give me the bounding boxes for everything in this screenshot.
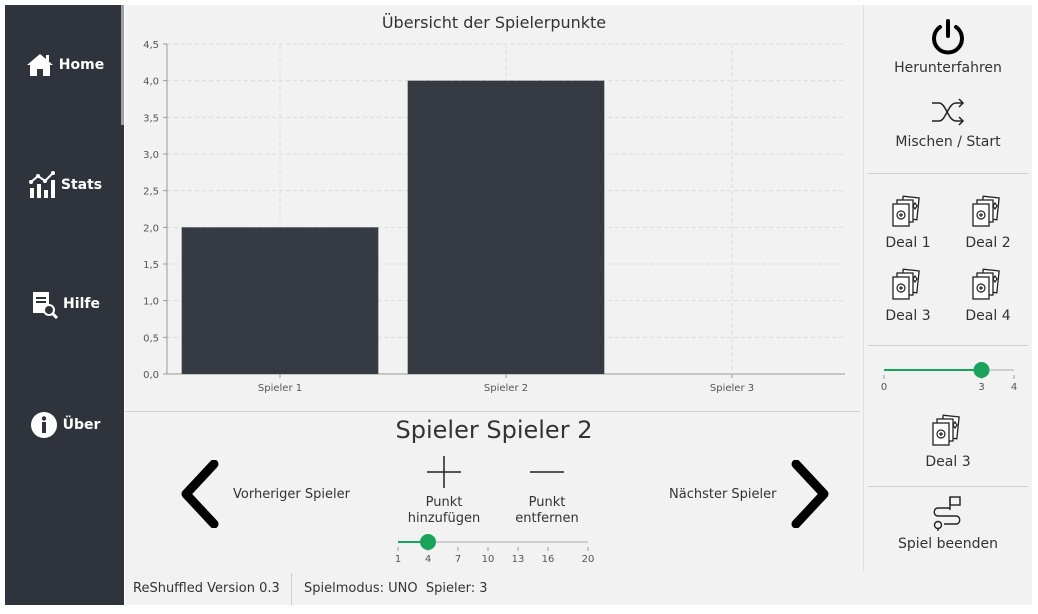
points-chart: 0,0 0,5 1,0 1,5 2,0 2,5 3,0 3,5 4,0 4,5 Spieler 1 S… xyxy=(143,40,845,394)
points-slider[interactable]: 1 4 7 10 13 16 20 xyxy=(390,532,600,568)
route-icon xyxy=(933,496,961,531)
status-separator xyxy=(291,573,292,605)
slider-tick-label: 20 xyxy=(582,554,595,565)
right-separator xyxy=(868,486,1028,487)
y-tick-label: 1,5 xyxy=(143,260,159,271)
y-tick-label: 3,5 xyxy=(143,113,159,124)
deal-button-2[interactable]: Deal 2 xyxy=(948,195,1028,251)
slider-tick-label: 1 xyxy=(395,554,401,565)
previous-player-button[interactable]: Vorheriger Spieler xyxy=(233,487,350,502)
x-tick-label: Spieler 1 xyxy=(258,383,302,394)
deal-label: Deal 1 xyxy=(885,235,931,251)
stats-icon xyxy=(28,171,55,198)
bar-spieler-2 xyxy=(407,80,605,375)
sidebar-item-label: Stats xyxy=(60,177,103,193)
current-deal-label: Deal 3 xyxy=(925,454,971,470)
y-tick-label: 4,5 xyxy=(143,40,159,51)
right-separator xyxy=(868,173,1028,174)
cards-icon xyxy=(932,414,960,446)
cards-icon xyxy=(892,268,920,300)
sidebar-item-stats[interactable]: Stats xyxy=(5,165,124,205)
cards-icon xyxy=(972,195,1000,227)
add-point-label-2: hinzufügen xyxy=(407,511,481,526)
bar-spieler-1 xyxy=(181,227,379,374)
sidebar-item-home[interactable]: Home xyxy=(5,45,124,85)
power-icon xyxy=(932,19,964,55)
deal-label: Deal 4 xyxy=(965,308,1011,324)
player-title: Spieler Spieler 2 xyxy=(395,416,593,444)
slider-tick-label: 4 xyxy=(425,554,431,565)
slider-thumb[interactable] xyxy=(420,534,436,550)
deal-button-3[interactable]: Deal 3 xyxy=(868,268,948,324)
minus-icon xyxy=(530,471,564,473)
deal-label: Deal 3 xyxy=(885,308,931,324)
sidebar-item-ueber[interactable]: Über xyxy=(5,405,124,445)
mode-label: Spielmodus: UNO Spieler: 3 xyxy=(304,581,488,596)
home-icon xyxy=(26,54,53,76)
add-point-button[interactable]: Punkt hinzufügen xyxy=(400,454,488,527)
shuffle-label: Mischen / Start xyxy=(895,134,1001,150)
slider-tick-label: 3 xyxy=(978,382,984,393)
end-game-button[interactable]: Spiel beenden xyxy=(868,494,1028,552)
shutdown-label: Herunterfahren xyxy=(894,60,1002,76)
y-tick-label: 2,0 xyxy=(143,223,159,234)
sidebar-item-label: Home xyxy=(58,57,105,73)
slider-tick-label: 0 xyxy=(881,382,887,393)
y-tick-label: 0,5 xyxy=(143,333,159,344)
x-tick-label: Spieler 2 xyxy=(484,383,528,394)
sidebar-scrollbar[interactable] xyxy=(121,5,124,125)
sidebar: Home Stats Hilfe Über xyxy=(5,5,124,605)
y-tick-label: 3,0 xyxy=(143,150,159,161)
right-panel xyxy=(864,5,1032,572)
cards-icon xyxy=(972,268,1000,300)
next-player-button[interactable]: Nächster Spieler xyxy=(669,487,777,502)
y-tick-label: 4,0 xyxy=(143,77,159,88)
right-separator xyxy=(868,345,1028,346)
y-tick-label: 2,5 xyxy=(143,187,159,198)
shuffle-start-button[interactable]: Mischen / Start xyxy=(868,94,1028,150)
panel-divider xyxy=(863,5,864,572)
remove-point-button[interactable]: Punkt entfernen xyxy=(504,454,590,527)
remove-point-label-1: Punkt xyxy=(528,495,566,510)
sidebar-item-hilfe[interactable]: Hilfe xyxy=(5,284,124,324)
status-bar: ReShuffled Version 0.3 Spielmodus: UNO S… xyxy=(125,572,1032,605)
current-deal-button[interactable]: Deal 3 xyxy=(868,414,1028,470)
sidebar-item-label: Hilfe xyxy=(63,296,100,312)
slider-thumb[interactable] xyxy=(973,362,990,378)
chart-title: Übersicht der Spielerpunkte xyxy=(381,13,607,32)
y-tick-label: 0,0 xyxy=(143,370,159,381)
version-label: ReShuffled Version 0.3 xyxy=(133,581,280,596)
info-icon xyxy=(30,412,57,438)
deal-label: Deal 2 xyxy=(965,235,1011,251)
x-tick-label: Spieler 3 xyxy=(710,383,754,394)
help-document-icon xyxy=(33,292,59,319)
slider-tick-label: 10 xyxy=(482,554,495,565)
previous-player-arrow-icon[interactable] xyxy=(178,460,220,528)
deal-button-1[interactable]: Deal 1 xyxy=(868,195,948,251)
slider-tick-label: 16 xyxy=(542,554,555,565)
y-tick-label: 1,0 xyxy=(143,297,159,308)
cards-icon xyxy=(892,195,920,227)
add-point-label-1: Punkt xyxy=(425,495,463,510)
slider-tick-label: 7 xyxy=(455,554,461,565)
next-player-arrow-icon[interactable] xyxy=(790,460,832,528)
remove-point-label-2: entfernen xyxy=(515,511,579,526)
deal-slider[interactable]: 0 3 4 xyxy=(872,360,1028,396)
shuffle-icon xyxy=(932,98,965,126)
shutdown-button[interactable]: Herunterfahren xyxy=(868,18,1028,76)
main-panel: Übersicht der Spielerpunkte 0,0 0,5 1,0 1,5… xyxy=(125,5,863,572)
slider-tick-label: 4 xyxy=(1011,382,1017,393)
deal-button-4[interactable]: Deal 4 xyxy=(948,268,1028,324)
chart-divider xyxy=(125,411,860,412)
plus-icon xyxy=(427,456,461,488)
end-game-label: Spiel beenden xyxy=(898,536,998,552)
sidebar-item-label: Über xyxy=(62,417,101,433)
slider-tick-label: 13 xyxy=(512,554,525,565)
